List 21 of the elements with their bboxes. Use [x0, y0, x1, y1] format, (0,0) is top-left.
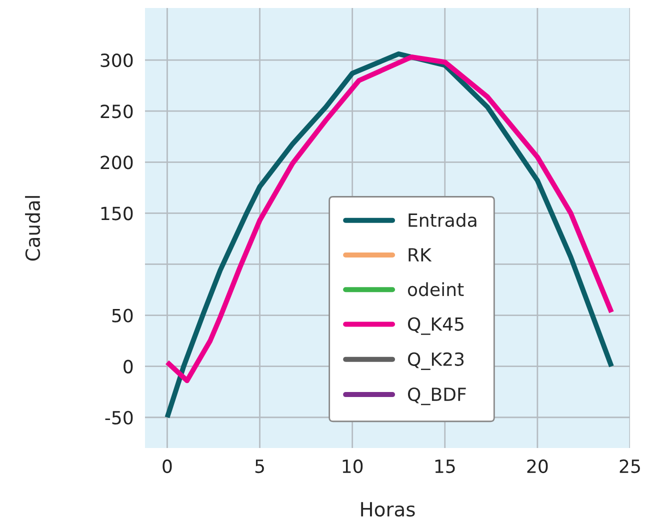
legend-label: odeint	[408, 282, 464, 296]
y-tick-label: 0	[124, 360, 133, 374]
x-tick-label: 20	[527, 459, 548, 474]
legend-label: Q_K23	[408, 352, 464, 370]
x-tick-label: 25	[620, 459, 640, 474]
x-tick-label: 10	[342, 459, 363, 474]
y-axis-title: Caudal	[25, 196, 40, 261]
x-axis-title: Horas	[361, 502, 415, 517]
legend-label: Entrada	[408, 213, 476, 227]
y-tick-label: -50	[105, 410, 133, 424]
x-tick-label: 15	[435, 460, 455, 474]
y-tick-label: 250	[100, 104, 133, 118]
legend-label: Q_BDF	[408, 387, 466, 406]
y-tick-label: 50	[112, 308, 133, 322]
x-tick-label: 5	[255, 460, 264, 474]
y-tick-label: 150	[101, 206, 133, 220]
x-tick-label: 0	[162, 459, 172, 474]
y-tick-label: 300	[100, 54, 133, 68]
y-tick-label: 200	[100, 156, 133, 170]
legend-label: Q_K45	[408, 317, 464, 335]
legend-label: RK	[408, 248, 432, 262]
